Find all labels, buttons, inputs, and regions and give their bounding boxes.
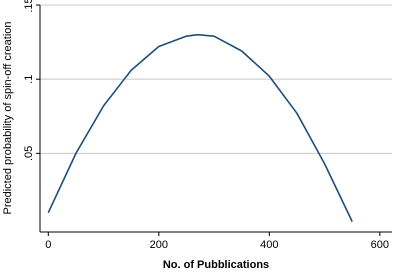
x-tick-label: 0 [45, 239, 51, 251]
x-tick-label: 200 [150, 239, 168, 251]
x-tick-label: 400 [260, 239, 278, 251]
line [47, 33, 353, 222]
x-axis-label: No. of Pubblications [163, 259, 269, 271]
y-tick-label: .15 [23, 0, 35, 13]
y-tick-label: .05 [23, 146, 35, 161]
y-axis-label: Predicted probability of spin-off creati… [2, 21, 14, 214]
x-tick-label: 600 [371, 239, 389, 251]
y-tick-label: .1 [23, 75, 35, 84]
